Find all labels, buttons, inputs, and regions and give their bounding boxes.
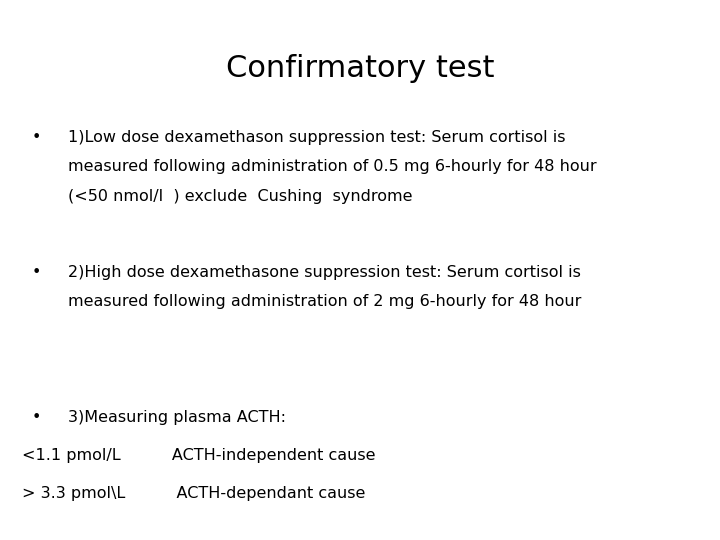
Text: measured following administration of 2 mg 6-hourly for 48 hour: measured following administration of 2 m…: [68, 294, 582, 309]
Text: (<50 nmol/l  ) exclude  Cushing  syndrome: (<50 nmol/l ) exclude Cushing syndrome: [68, 189, 413, 204]
Text: •: •: [31, 410, 41, 426]
Text: 1)Low dose dexamethason suppression test: Serum cortisol is: 1)Low dose dexamethason suppression test…: [68, 130, 566, 145]
Text: 2)High dose dexamethasone suppression test: Serum cortisol is: 2)High dose dexamethasone suppression te…: [68, 265, 581, 280]
Text: •: •: [31, 130, 41, 145]
Text: •: •: [31, 265, 41, 280]
Text: > 3.3 pmol\L          ACTH-dependant cause: > 3.3 pmol\L ACTH-dependant cause: [22, 486, 365, 501]
Text: 3)Measuring plasma ACTH:: 3)Measuring plasma ACTH:: [68, 410, 287, 426]
Text: Confirmatory test: Confirmatory test: [226, 54, 494, 83]
Text: <1.1 pmol/L          ACTH-independent cause: <1.1 pmol/L ACTH-independent cause: [22, 448, 375, 463]
Text: measured following administration of 0.5 mg 6-hourly for 48 hour: measured following administration of 0.5…: [68, 159, 597, 174]
